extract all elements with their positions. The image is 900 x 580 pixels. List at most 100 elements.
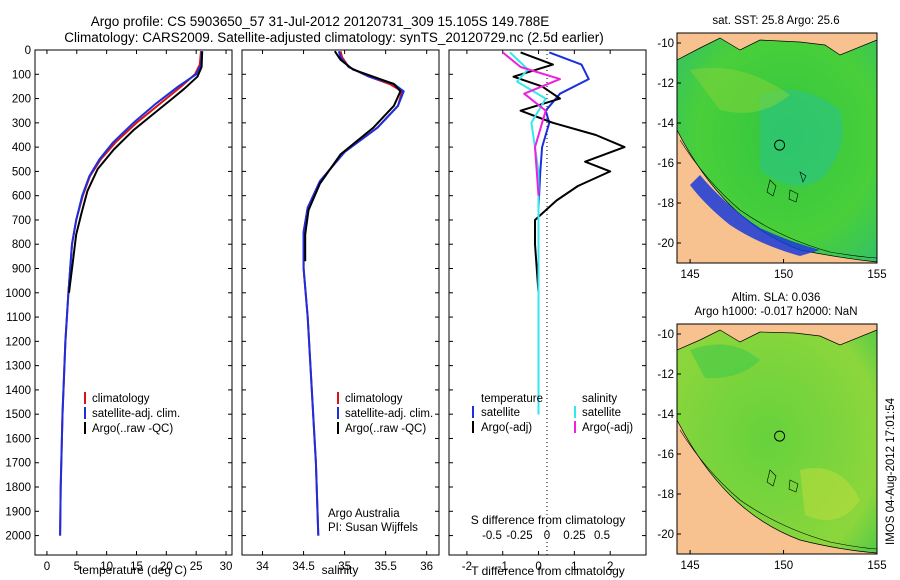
y-tick-label: 1800 (5, 482, 31, 494)
australia-coast-land (677, 419, 877, 554)
x-tick-label: 5 (74, 561, 80, 573)
x2-tick-label: -0.5 (482, 530, 502, 542)
y-tick-label: 700 (12, 215, 31, 227)
x-tick-label: 0 (535, 561, 541, 573)
map-x-tick-label: 155 (867, 560, 886, 572)
x2-tick-label: 0.25 (563, 530, 585, 542)
legend-label-climatology: climatology (345, 393, 403, 405)
y-tick-label: 1500 (5, 409, 31, 421)
series-line-2 (68, 51, 204, 293)
png-coast-land (677, 324, 877, 351)
series-line-1 (59, 51, 203, 536)
sst-cool-patch (760, 90, 843, 186)
sla-map-title: Altim. SLA: 0.036 (732, 292, 821, 304)
legend-label-s-argo: Argo(-adj) (582, 422, 633, 434)
legend-label-argo: Argo(..raw -QC) (92, 423, 173, 435)
legend-label-s-satellite: satellite (582, 407, 621, 419)
temperature-axes: 0100200300400500600700800900100011001200… (5, 45, 232, 573)
x-tick-label: 34 (256, 561, 269, 573)
sla-low-patch (690, 344, 760, 379)
map-x-tick-label: 150 (774, 269, 793, 281)
y-tick-label: 900 (12, 264, 31, 276)
temperature-x-label: temperature (deg C) (79, 563, 187, 577)
y-tick-label: 1400 (5, 385, 31, 397)
map-y-tick-label: -20 (657, 529, 674, 541)
y-tick-label: 1200 (5, 336, 31, 348)
y-tick-label: 800 (12, 239, 31, 251)
y-tick-label: 1100 (6, 312, 31, 324)
y-tick-label: 300 (12, 118, 31, 130)
x-tick-label: 10 (100, 561, 113, 573)
figure-title-line2: Climatology: CARS2009. Satellite-adjuste… (64, 30, 604, 45)
x-tick-label: -2 (462, 561, 472, 573)
sla-map: Altim. SLA: 0.036 Argo h1000: -0.017 h20… (657, 292, 886, 572)
difference-series (502, 51, 626, 415)
map-y-tick-label: -14 (657, 118, 674, 130)
x-tick-label: 15 (130, 561, 143, 573)
map-y-tick-label: -12 (657, 369, 674, 381)
y-tick-label: 1900 (5, 506, 31, 518)
x-tick-label: 30 (220, 561, 233, 573)
difference-panel: -2 -1 0 1 2 -0.5 -0.25 0 0.25 0.5 S difference fr… (448, 49, 647, 578)
x-tick-label: 35.5 (374, 561, 396, 573)
salinity-panel: 34 34.5 35 35.5 36 salinity climatology sate… (241, 49, 440, 577)
sst-map-title: sat. SST: 25.8 Argo: 25.6 (712, 15, 839, 27)
annotation-pi: PI: Susan Wijffels (328, 522, 418, 534)
legend-label-climatology: climatology (92, 393, 150, 405)
salinity-legend: climatology satellite-adj. clim. Argo(..… (337, 392, 433, 435)
series-line-1 (512, 51, 626, 293)
map-y-tick-label: -14 (657, 409, 674, 421)
salinity-plot-frame (241, 49, 440, 556)
x-tick-label: 20 (160, 561, 173, 573)
x2-tick-label: 0.5 (594, 530, 610, 542)
sla-map-frame (676, 323, 878, 555)
sst-map-axes: 145 150 155 -10 -12 -14 -16 -18 -20 (657, 38, 886, 281)
legend-label-satellite-adj: satellite-adj. clim. (345, 408, 433, 420)
x-tick-label: 0 (44, 561, 50, 573)
legend-heading-salinity: salinity (582, 393, 617, 405)
sst-warm-patch (690, 67, 790, 113)
x-tick-label: 2 (607, 561, 613, 573)
map-y-tick-label: -16 (657, 158, 674, 170)
series-line-3 (502, 51, 561, 196)
map-x-tick-label: 155 (867, 269, 886, 281)
temperature-series (59, 51, 204, 536)
figure-title-line1: Argo profile: CS 5903650_57 31-Jul-2012 … (91, 14, 550, 29)
y-tick-label: 400 (12, 142, 31, 154)
salinity-series (302, 50, 405, 536)
y-tick-label: 1700 (5, 458, 31, 470)
legend-heading-temperature: temperature (481, 393, 543, 405)
y-tick-label: 0 (25, 45, 31, 57)
map-y-tick-label: -16 (657, 449, 674, 461)
temperature-legend: climatology satellite-adj. clim. Argo(..… (84, 392, 180, 435)
series-line-2 (304, 50, 402, 262)
sla-high-patch (800, 468, 860, 520)
isobath-line (679, 139, 877, 259)
png-coast-land (677, 33, 877, 61)
map-x-tick-label: 145 (680, 269, 699, 281)
difference-axes: -2 -1 0 1 2 -0.5 -0.25 0 0.25 0.5 (449, 49, 646, 573)
sla-map-axes: 145 150 155 -10 -12 -14 -16 -18 -20 (657, 329, 886, 572)
legend-label-satellite-adj: satellite-adj. clim. (92, 408, 180, 420)
cold-coastal-band (690, 175, 820, 256)
argo-location-marker (774, 430, 786, 442)
map-y-tick-label: -10 (657, 38, 674, 50)
y-tick-label: 100 (12, 69, 31, 81)
y-tick-label: 1300 (5, 361, 31, 373)
s-difference-label: S difference from climatology (471, 513, 626, 527)
sst-map-frame (676, 32, 878, 264)
sst-map: sat. SST: 25.8 Argo: 25.6 145 150 155 -10 -1… (657, 15, 886, 281)
map-x-tick-label: 150 (774, 560, 793, 572)
map-y-tick-label: -12 (657, 78, 674, 90)
x-tick-label: 1 (571, 561, 577, 573)
t-difference-label: T difference from climatology (471, 564, 625, 578)
salinity-x-label: salinity (322, 563, 359, 577)
y-tick-label: 200 (12, 94, 31, 106)
argo-location-marker (774, 139, 786, 151)
reef-outlines (766, 469, 799, 493)
map-y-tick-label: -18 (657, 489, 674, 501)
legend-label-t-satellite: satellite (481, 407, 520, 419)
salinity-axes: 34 34.5 35 35.5 36 (242, 49, 439, 573)
temperature-panel: 0100200300400500600700800900100011001200… (5, 45, 233, 577)
